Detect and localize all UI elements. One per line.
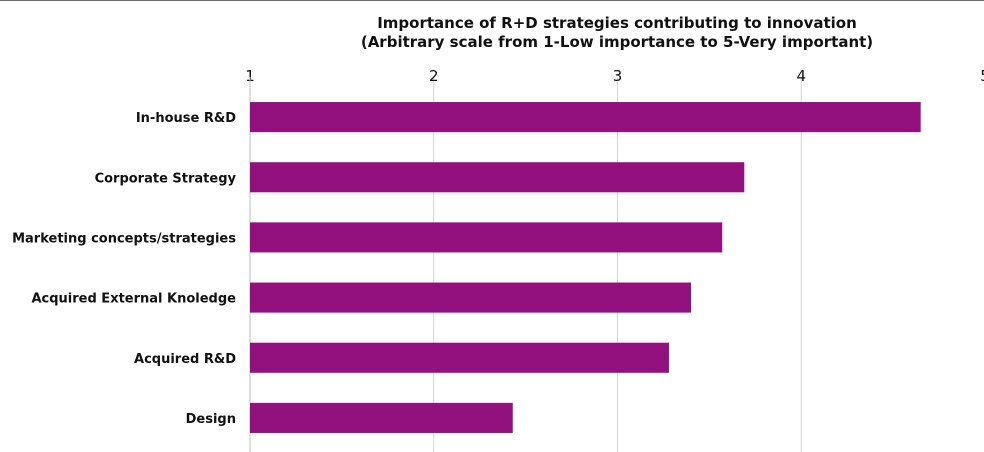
- bar-6: [250, 402, 513, 433]
- top-border-line: [0, 0, 984, 1]
- chart-subtitle: (Arbitrary scale from 1-Low importance t…: [360, 33, 874, 51]
- category-label-4: Acquired External Knoledge: [31, 292, 236, 307]
- x-tick-label-4: 4: [796, 67, 806, 85]
- category-label-3: Marketing concepts/strategies: [12, 231, 236, 246]
- bar-4: [250, 282, 691, 313]
- bar-3: [250, 222, 723, 253]
- bar-5: [250, 342, 669, 373]
- x-tick-label-2: 2: [429, 67, 439, 85]
- x-tick-label-3: 3: [613, 67, 623, 85]
- bar-1: [250, 102, 921, 133]
- x-tick-label-1: 1: [245, 67, 255, 85]
- category-label-2: Corporate Strategy: [95, 171, 237, 186]
- category-label-1: In-house R&D: [136, 111, 236, 126]
- category-label-6: Design: [186, 412, 236, 427]
- chart-title: Importance of R+D strategies contributin…: [377, 14, 857, 32]
- x-tick-label-5: 5: [980, 67, 984, 85]
- category-label-5: Acquired R&D: [134, 352, 236, 367]
- bar-2: [250, 162, 745, 193]
